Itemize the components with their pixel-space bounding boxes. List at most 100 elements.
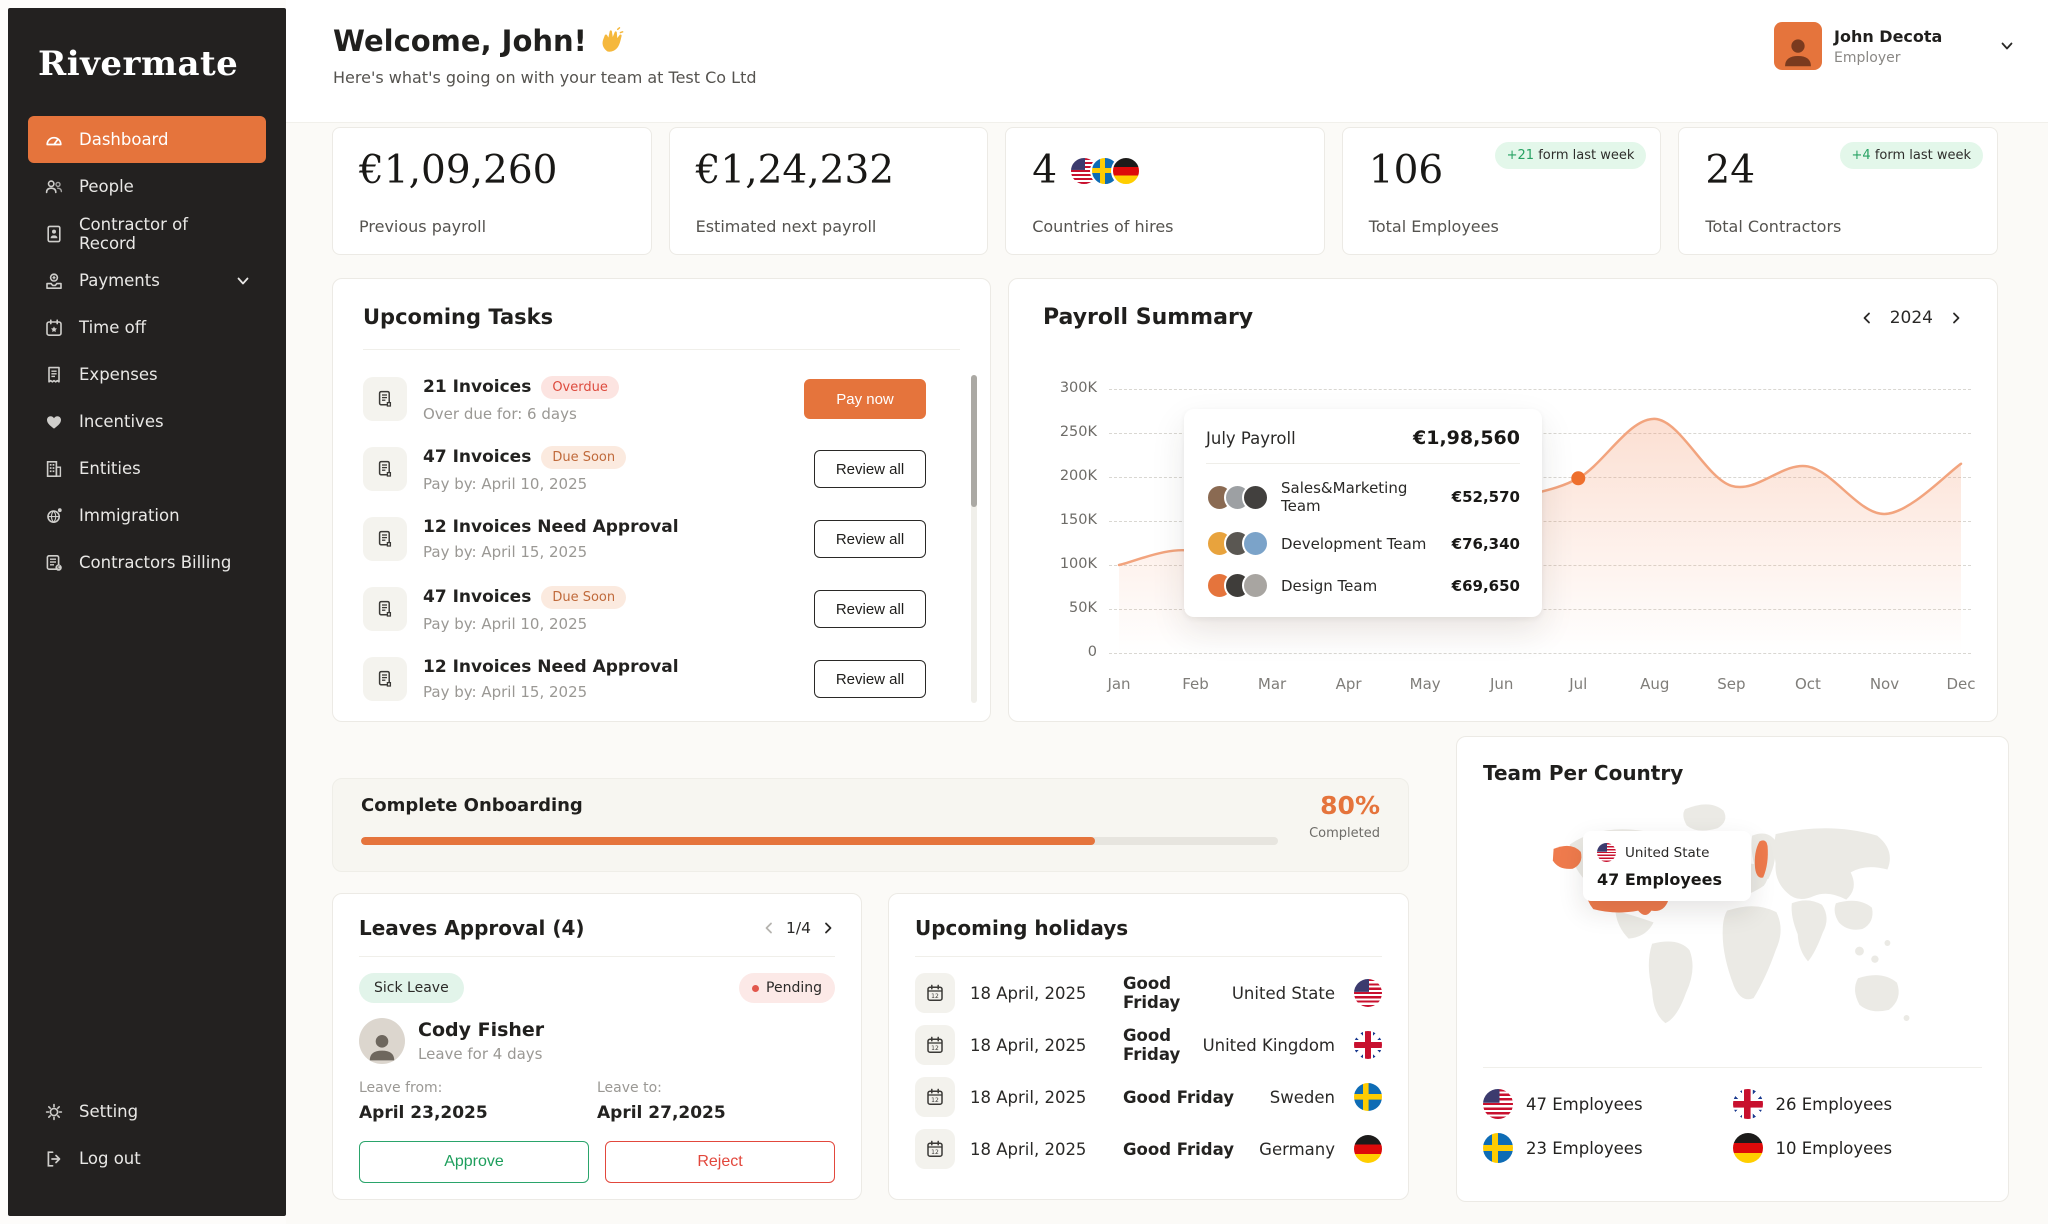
onboarding-title: Complete Onboarding: [361, 795, 583, 816]
team-avatars: [1206, 483, 1269, 511]
team-value: €52,570: [1451, 488, 1520, 506]
sidebar-item-incentives[interactable]: Incentives: [28, 398, 266, 445]
tooltip-employees: 47 Employees: [1597, 870, 1723, 889]
sidebar-item-setting[interactable]: Setting: [28, 1088, 266, 1135]
sidebar-item-dashboard[interactable]: Dashboard: [28, 116, 266, 163]
stat-value: 4: [1032, 148, 1298, 193]
gridline: [1109, 653, 1971, 654]
holiday-country: United Kingdom: [1202, 1035, 1335, 1055]
sidebar-item-contractor-of-record[interactable]: Contractor of Record: [28, 210, 266, 257]
sidebar-item-time-off[interactable]: Time off: [28, 304, 266, 351]
us-flag-icon: [1597, 843, 1616, 862]
scrollbar-thumb[interactable]: [971, 375, 977, 507]
review-all-button[interactable]: Review all: [814, 660, 926, 698]
task-title: 12 Invoices Need Approval: [423, 657, 679, 677]
id-card-icon: [44, 224, 64, 244]
x-axis-label: Jul: [1569, 675, 1588, 693]
chevron-down-icon[interactable]: [2000, 39, 2014, 53]
x-axis-label: Jan: [1107, 675, 1131, 693]
sidebar-item-entities[interactable]: Entities: [28, 445, 266, 492]
july-data-point[interactable]: [1571, 471, 1586, 486]
y-axis-tick: 0: [1087, 644, 1097, 660]
divider: [1483, 1067, 1982, 1068]
progress-track: [361, 837, 1278, 845]
legend-item-de: 10 Employees: [1732, 1133, 1983, 1163]
chevron-left-icon[interactable]: [1860, 311, 1874, 325]
chevron-right-icon[interactable]: [1949, 311, 1963, 325]
chevron-down-icon[interactable]: [236, 274, 250, 288]
y-axis-tick: 200K: [1059, 468, 1097, 484]
sidebar-item-expenses[interactable]: Expenses: [28, 351, 266, 398]
holiday-row: 18 April, 2025 Good Friday United Kingdo…: [915, 1019, 1382, 1071]
task-subtitle: Pay by: April 15, 2025: [423, 683, 588, 701]
billing-icon: [44, 553, 64, 573]
pay-now-button[interactable]: Pay now: [804, 379, 926, 419]
holiday-name: Good Friday: [1123, 974, 1181, 1012]
sidebar-item-payments[interactable]: Payments: [28, 257, 266, 304]
x-axis-label: Sep: [1717, 675, 1746, 693]
stat-label: Total Contractors: [1705, 217, 1842, 236]
tasks-title: Upcoming Tasks: [363, 305, 554, 329]
progress-fill: [361, 837, 1095, 845]
world-map: United State 47 Employees: [1473, 793, 1993, 1043]
invoice-icon: [363, 447, 407, 491]
review-all-button[interactable]: Review all: [814, 590, 926, 628]
sidebar-item-contractors-billing[interactable]: Contractors Billing: [28, 539, 266, 586]
holiday-row: 18 April, 2025 Good Friday Germany: [915, 1123, 1382, 1175]
x-axis-label: Feb: [1182, 675, 1209, 693]
legend-label: 47 Employees: [1526, 1094, 1643, 1114]
leave-from-label: Leave from:: [359, 1080, 443, 1096]
scrollbar[interactable]: [971, 375, 977, 703]
calendar-icon: [915, 1129, 955, 1169]
payroll-summary-card: Payroll Summary 2024 300K 250K 200K 150K…: [1008, 278, 1998, 722]
team-map-title: Team Per Country: [1483, 761, 1684, 785]
stat-label: Estimated next payroll: [695, 217, 877, 236]
task-row: 21 Invoices Overdue Over due for: 6 days…: [363, 364, 960, 434]
stat-value: 24: [1705, 148, 1756, 193]
review-all-button[interactable]: Review all: [814, 450, 926, 488]
tooltip-country: United State: [1625, 844, 1710, 861]
leave-type-badge: Sick Leave: [359, 973, 464, 1003]
reject-button[interactable]: Reject: [605, 1141, 835, 1183]
user-name: John Decota: [1834, 26, 1943, 46]
review-all-button[interactable]: Review all: [814, 520, 926, 558]
y-axis-tick: 150K: [1059, 512, 1097, 528]
task-row: 47 Invoices Due Soon Pay by: April 10, 2…: [363, 434, 960, 504]
y-axis-tick: 250K: [1059, 424, 1097, 440]
chevron-right-icon[interactable]: [821, 921, 835, 935]
user-menu[interactable]: John Decota Employer: [1774, 22, 2014, 70]
approve-button[interactable]: Approve: [359, 1141, 589, 1183]
task-row: 47 Invoices Due Soon Pay by: April 10, 2…: [363, 574, 960, 644]
onboarding-card: Complete Onboarding 80% Completed: [332, 778, 1409, 872]
calendar-icon: [915, 973, 955, 1013]
sidebar-item-people[interactable]: People: [28, 163, 266, 210]
stat-card-total-contractors: +4 form last week 24 Total Contractors: [1678, 127, 1998, 255]
holiday-row: 18 April, 2025 Good Friday Sweden: [915, 1071, 1382, 1123]
team-avatars: [1206, 572, 1269, 599]
holiday-date: 18 April, 2025: [970, 1139, 1087, 1159]
task-subtitle: Pay by: April 10, 2025: [423, 474, 588, 493]
sidebar-item-label: Immigration: [79, 506, 180, 525]
chevron-left-icon[interactable]: [762, 921, 776, 935]
sidebar-item-label: Log out: [79, 1149, 141, 1168]
stat-card-previous-payroll: €1,09,260 Previous payroll: [332, 127, 652, 255]
sidebar-item-logout[interactable]: Log out: [28, 1135, 266, 1182]
leaves-pagination: 1/4: [762, 919, 835, 937]
sidebar-item-label: Setting: [79, 1102, 139, 1121]
sidebar-item-immigration[interactable]: Immigration: [28, 492, 266, 539]
stat-badge: +21 form last week: [1494, 142, 1647, 169]
legend-item-se: 23 Employees: [1483, 1133, 1733, 1163]
logout-icon: [44, 1149, 64, 1169]
divider: [915, 956, 1382, 957]
invoice-icon: [363, 377, 407, 421]
holidays-title: Upcoming holidays: [915, 916, 1129, 940]
stat-badge: +4 form last week: [1839, 142, 1983, 169]
person-icon: [1779, 32, 1817, 70]
holiday-date: 18 April, 2025: [970, 1087, 1087, 1107]
team-name: Sales&Marketing Team: [1281, 479, 1408, 515]
header-strip: [286, 0, 2048, 123]
legend-item-us: 47 Employees: [1483, 1089, 1733, 1119]
legend-label: 26 Employees: [1775, 1094, 1893, 1114]
sidebar-nav: Dashboard People Contractor of Record Pa…: [8, 116, 286, 586]
stat-value: €1,09,260: [359, 148, 558, 193]
